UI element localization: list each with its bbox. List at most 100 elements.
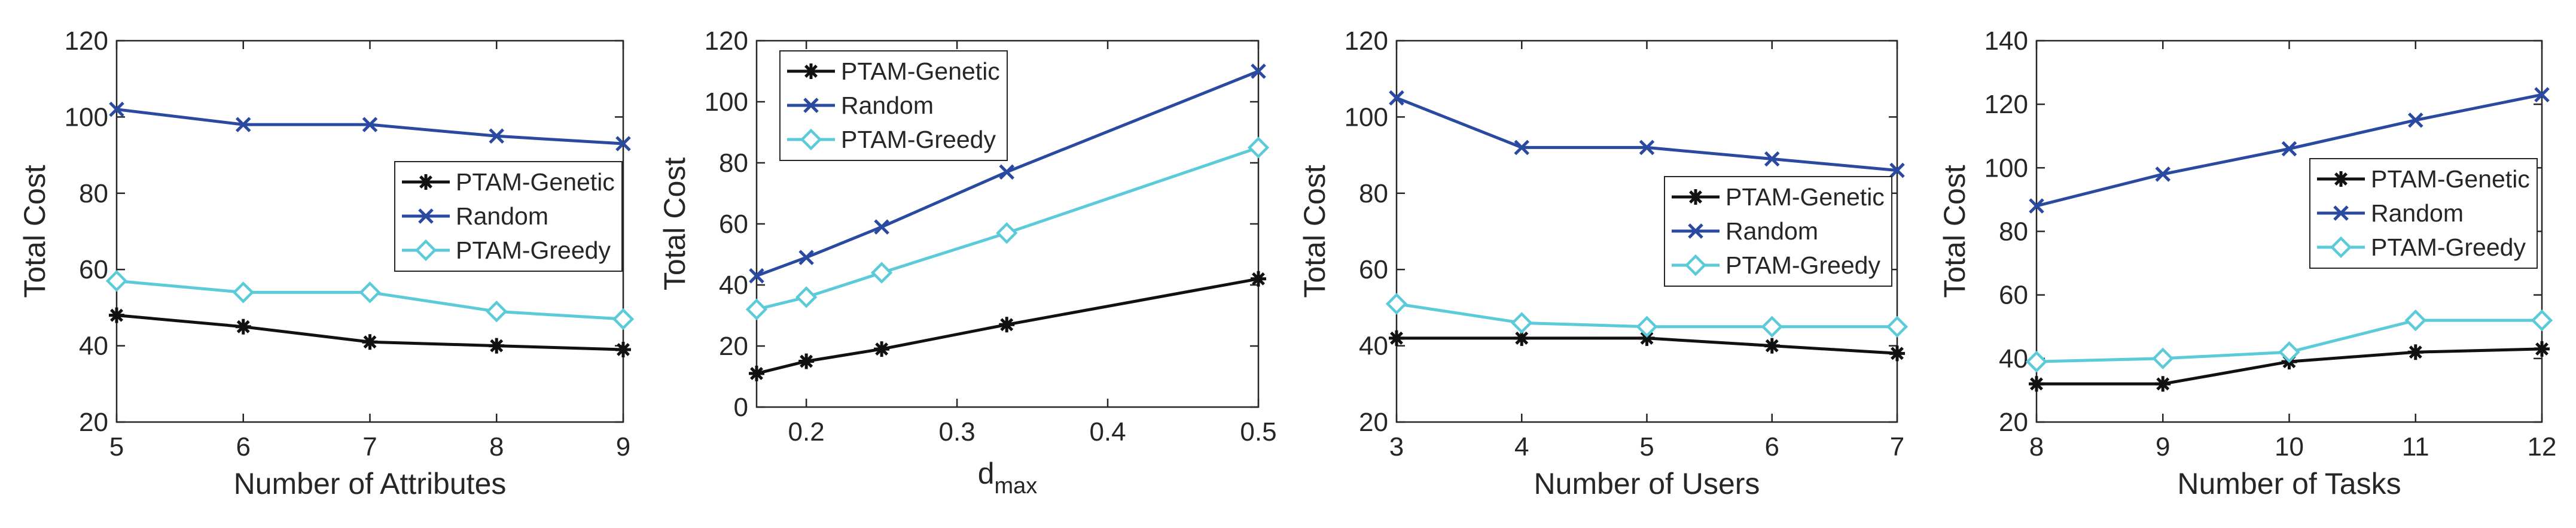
x-tick-label: 0.5 xyxy=(1240,417,1276,447)
y-tick-label: 100 xyxy=(705,87,748,117)
y-tick-label: 80 xyxy=(79,179,108,208)
series-random xyxy=(749,63,1266,284)
x-tick-label: 6 xyxy=(1765,432,1779,462)
legend-label-greedy: PTAM-Greedy xyxy=(2371,233,2526,261)
legend-marker-greedy xyxy=(1684,254,1707,277)
data-point-genetic xyxy=(2407,344,2423,360)
legend-marker-genetic xyxy=(418,174,434,190)
data-point-genetic xyxy=(1251,271,1266,287)
x-axis-label: dmax xyxy=(978,457,1038,499)
data-point-genetic xyxy=(1639,330,1655,346)
y-axis-label: Total Cost xyxy=(658,157,691,290)
data-point-random xyxy=(362,117,378,132)
data-point-greedy xyxy=(745,298,768,320)
y-tick-label: 120 xyxy=(1345,26,1388,56)
data-point-greedy xyxy=(870,262,893,284)
series-greedy xyxy=(745,136,1270,320)
y-tick-label: 80 xyxy=(1359,179,1388,208)
x-axis-label-main: d xyxy=(978,457,995,490)
series-genetic xyxy=(1389,330,1905,362)
y-tick-label: 40 xyxy=(1999,344,2028,374)
data-point-greedy xyxy=(1247,136,1270,159)
data-point-random xyxy=(1889,162,1905,178)
y-tick-label: 140 xyxy=(1984,26,2028,56)
x-tick-label: 8 xyxy=(2029,432,2044,462)
y-tick-label: 120 xyxy=(65,26,108,56)
data-point-genetic xyxy=(1389,330,1404,346)
data-point-greedy xyxy=(795,286,818,308)
data-point-random xyxy=(109,101,124,117)
y-tick-label: 60 xyxy=(1999,281,2028,310)
data-point-random xyxy=(999,164,1015,180)
data-point-genetic xyxy=(999,317,1015,333)
data-point-random xyxy=(489,128,505,144)
data-point-greedy xyxy=(996,222,1018,244)
y-tick-label: 60 xyxy=(79,255,108,284)
legend-marker-random xyxy=(803,98,819,113)
chart-panel-2: 0 20 40 60 80 100 120 0.2 0.3 0.4 0.5 dmax Total Cos… xyxy=(658,26,1277,499)
data-point-greedy xyxy=(1886,315,1909,338)
data-point-genetic xyxy=(235,318,251,335)
y-tick-label: 20 xyxy=(1999,408,2028,437)
legend: PTAM-Genetic Random PTAM-Greedy xyxy=(1664,176,1892,287)
data-point-random xyxy=(749,268,764,284)
x-tick-label: 12 xyxy=(2528,432,2557,462)
data-point-greedy xyxy=(486,301,508,323)
data-point-greedy xyxy=(1636,315,1658,338)
data-point-genetic xyxy=(2155,376,2171,392)
legend-marker-genetic xyxy=(1688,189,1703,205)
legend-label-greedy: PTAM-Greedy xyxy=(456,236,611,264)
legend-marker-random xyxy=(1688,223,1703,239)
data-point-greedy xyxy=(105,270,128,292)
legend-marker-genetic xyxy=(2333,171,2349,187)
x-tick-label: 11 xyxy=(2402,432,2429,462)
data-point-genetic xyxy=(109,307,124,323)
legend-label-greedy: PTAM-Greedy xyxy=(841,126,996,153)
data-point-genetic xyxy=(1514,330,1530,346)
data-point-greedy xyxy=(359,281,381,304)
legend-marker-random xyxy=(418,208,434,224)
data-point-random xyxy=(1764,151,1780,167)
x-tick-label: 10 xyxy=(2275,432,2304,462)
legend-marker-greedy xyxy=(2330,236,2352,259)
x-tick-label: 5 xyxy=(109,432,124,462)
legend-label-random: Random xyxy=(456,202,548,230)
data-point-greedy xyxy=(2404,309,2426,332)
series-greedy xyxy=(2025,309,2553,373)
y-tick-label: 40 xyxy=(1359,332,1388,361)
y-tick-label: 20 xyxy=(719,332,748,361)
legend: PTAM-Genetic Random PTAM-Greedy xyxy=(2309,158,2538,269)
x-tick-label: 5 xyxy=(1639,432,1654,462)
data-point-genetic xyxy=(1889,345,1905,362)
y-tick-label: 100 xyxy=(1345,102,1388,132)
y-tick-label: 120 xyxy=(705,26,748,56)
y-axis-label: Total Cost xyxy=(1938,165,1971,298)
chart-panel-4: 20 40 60 80 100 120 140 8 9 10 11 12 Number of Tasks… xyxy=(1938,26,2556,500)
x-tick-label: 0.3 xyxy=(939,417,975,447)
data-point-random xyxy=(1389,90,1404,106)
legend-label-genetic: PTAM-Genetic xyxy=(456,168,615,196)
y-tick-label: 100 xyxy=(1984,153,2028,183)
data-point-random xyxy=(1639,139,1655,156)
x-tick-label: 9 xyxy=(616,432,630,462)
legend-label-genetic: PTAM-Genetic xyxy=(1726,183,1885,211)
x-tick-label: 7 xyxy=(362,432,377,462)
data-point-genetic xyxy=(489,338,505,354)
data-point-genetic xyxy=(2029,376,2044,392)
y-tick-label: 40 xyxy=(719,271,748,300)
legend-label-random: Random xyxy=(1726,217,1818,245)
y-tick-label: 80 xyxy=(719,148,748,178)
legend-marker-genetic xyxy=(803,63,819,79)
data-point-greedy xyxy=(2531,309,2553,332)
legend-label-genetic: PTAM-Genetic xyxy=(841,57,1000,85)
x-tick-label: 0.4 xyxy=(1089,417,1126,447)
data-point-genetic xyxy=(2534,341,2550,357)
data-point-greedy xyxy=(1385,293,1408,315)
series-genetic xyxy=(749,271,1266,381)
data-point-greedy xyxy=(2152,347,2174,370)
series-random xyxy=(1389,90,1905,178)
data-point-random xyxy=(874,219,889,235)
data-point-random xyxy=(1251,63,1266,79)
data-point-random xyxy=(615,136,631,151)
